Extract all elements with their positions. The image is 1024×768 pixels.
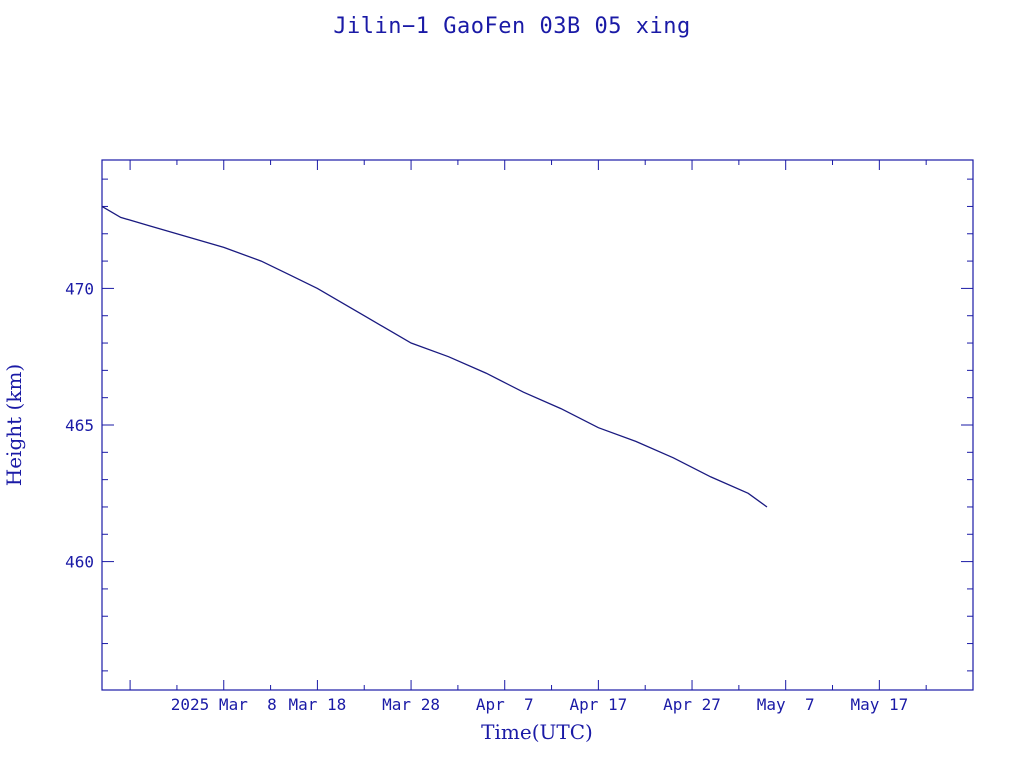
x-axis-tick-labels: 2025 Mar 8 Mar 18 Mar 28 Apr 7 Apr 17 Apr 27 M… bbox=[171, 695, 908, 714]
x-tick-label: Apr 17 bbox=[569, 695, 627, 714]
x-tick-label: Mar 18 bbox=[289, 695, 347, 714]
x-tick-label: Apr 27 bbox=[663, 695, 721, 714]
x-tick-label: May 7 bbox=[757, 695, 815, 714]
x-axis-ticks bbox=[129, 160, 974, 690]
x-tick-label: 2025 Mar 8 bbox=[171, 695, 277, 714]
chart-title: Jilin−1 GaoFen 03B 05 xing bbox=[333, 14, 691, 39]
x-axis-label: Time(UTC) bbox=[481, 720, 593, 744]
y-tick-label: 460 bbox=[65, 553, 94, 572]
x-tick-label: Mar 28 bbox=[382, 695, 440, 714]
y-tick-label: 470 bbox=[65, 279, 94, 298]
y-axis-label: Height (km) bbox=[2, 364, 26, 486]
plot-frame bbox=[101, 159, 974, 691]
height-series-line bbox=[101, 205, 768, 508]
x-tick-label: May 17 bbox=[850, 695, 908, 714]
y-axis-ticks bbox=[102, 178, 973, 672]
y-tick-label: 465 bbox=[65, 416, 94, 435]
x-tick-label: Apr 7 bbox=[476, 695, 534, 714]
y-axis-tick-labels: 460 465 470 bbox=[65, 279, 94, 571]
